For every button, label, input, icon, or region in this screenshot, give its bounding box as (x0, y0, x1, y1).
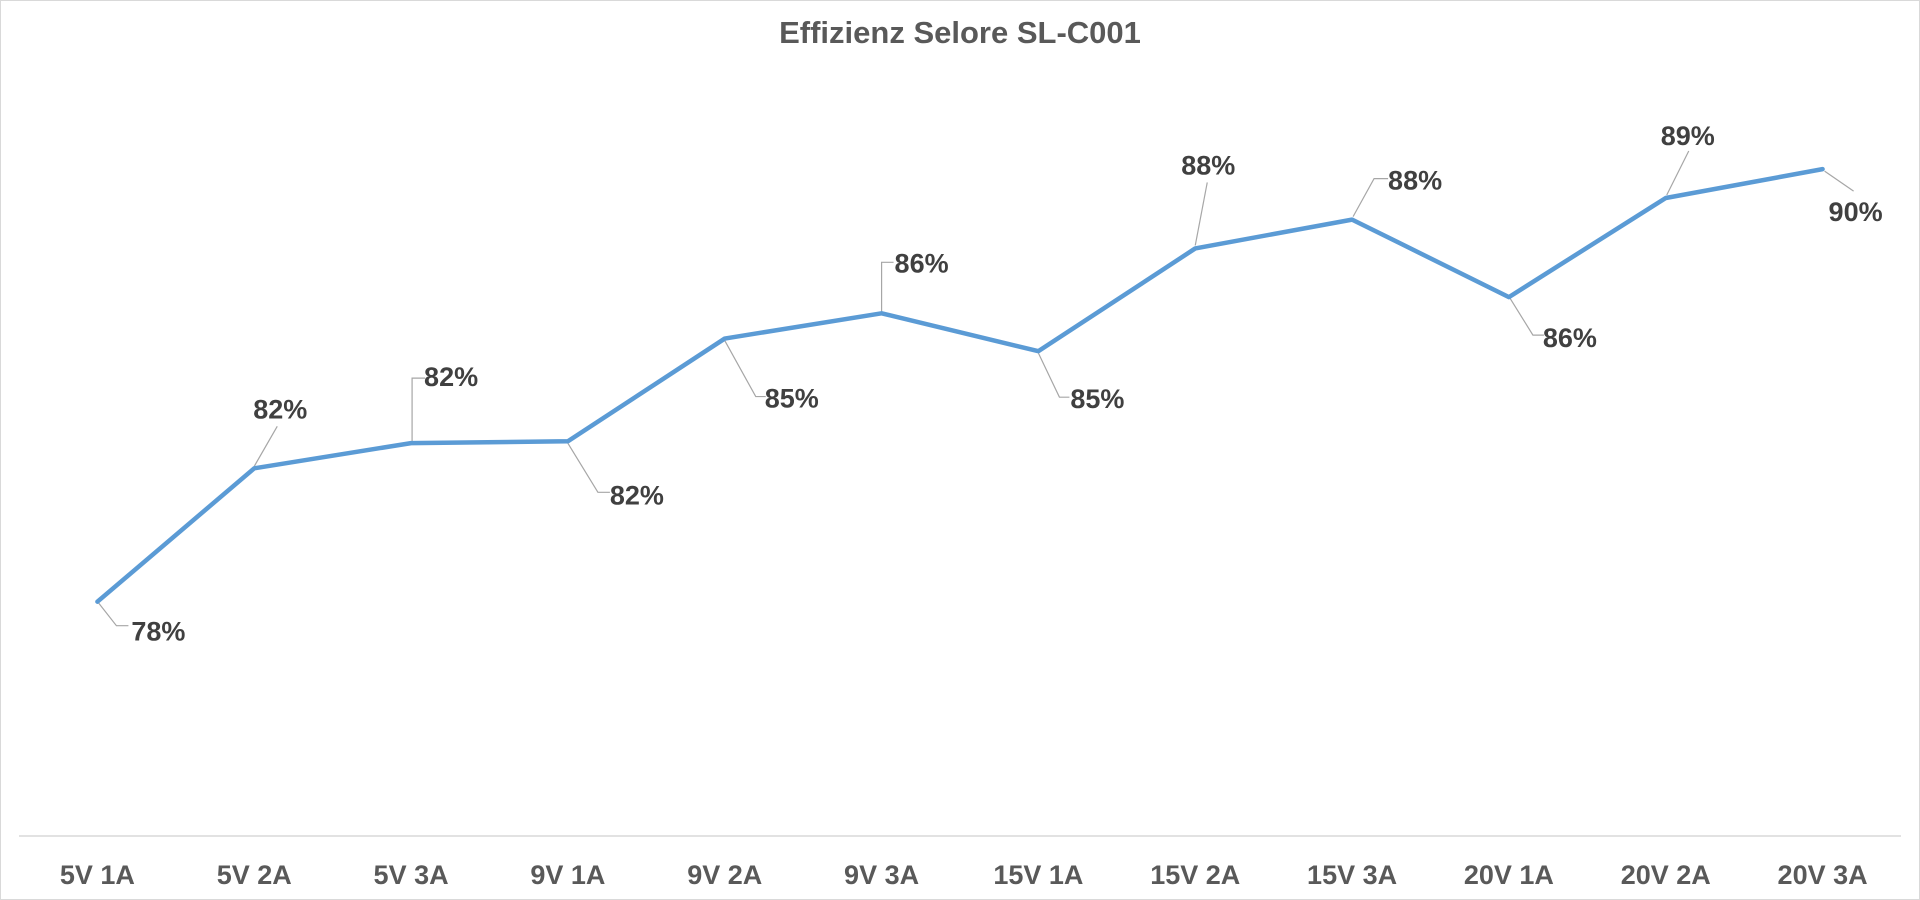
series-line (95, 166, 1825, 604)
data-label: 88% (1181, 150, 1235, 180)
x-axis-label: 20V 3A (1778, 860, 1868, 890)
data-label: 78% (131, 617, 185, 647)
x-axis-label: 5V 2A (217, 860, 292, 890)
data-label-leader-line (567, 442, 610, 493)
data-label: 82% (424, 362, 478, 392)
x-axis-label: 9V 1A (530, 860, 605, 890)
data-label-leader-line (1666, 150, 1690, 196)
data-label-leader-line (97, 602, 129, 627)
x-axis-label: 15V 2A (1150, 860, 1240, 890)
data-label: 89% (1661, 121, 1715, 151)
data-label: 85% (765, 384, 819, 414)
data-label-leader-line (253, 426, 278, 467)
x-axis-label: 5V 1A (60, 860, 135, 890)
x-axis-label: 5V 3A (374, 860, 449, 890)
data-label: 82% (253, 394, 307, 424)
data-label-leader-line (1509, 297, 1544, 336)
x-axis-label: 9V 2A (687, 860, 762, 890)
chart-title: Effizienz Selore SL-C001 (779, 15, 1141, 50)
x-axis-label: 15V 1A (993, 860, 1083, 890)
x-axis-label: 15V 3A (1307, 860, 1397, 890)
data-label-leader-line (1194, 182, 1208, 246)
x-axis-label: 9V 3A (844, 860, 919, 890)
data-label: 86% (1543, 323, 1597, 353)
data-label: 85% (1070, 384, 1124, 414)
data-label: 82% (610, 480, 664, 510)
data-label-leader-line (1037, 352, 1070, 398)
data-label-leader-line (411, 377, 426, 443)
data-label-leader-line (1824, 170, 1854, 192)
data-label-leader-line (724, 340, 766, 398)
data-label-leader-line (880, 261, 894, 313)
data-label: 88% (1388, 166, 1442, 196)
data-label: 86% (895, 248, 949, 278)
data-label: 90% (1829, 197, 1883, 227)
data-label-leader-line (1352, 178, 1389, 217)
x-axis-label: 20V 2A (1621, 860, 1711, 890)
x-axis-label: 20V 1A (1464, 860, 1554, 890)
